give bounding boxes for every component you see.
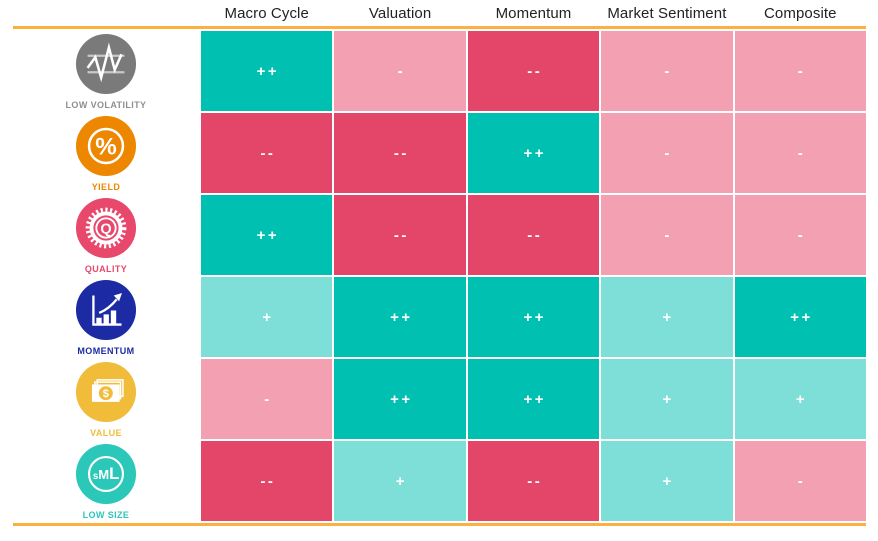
row-label-momentum: MOMENTUM xyxy=(13,277,199,357)
cell-momentum-macro-cycle: + xyxy=(201,277,333,357)
row-label-low-volatility: LOW VOLATILITY xyxy=(13,31,199,111)
row-label-low-size: sML LOW SIZE xyxy=(13,441,199,521)
rating-value: ++ xyxy=(256,62,280,80)
rating-value: + xyxy=(395,472,407,490)
rating-value: ++ xyxy=(523,144,546,162)
row-label-value: $ VALUE xyxy=(13,359,199,439)
cell-value-market-sentiment: + xyxy=(601,359,733,439)
cell-yield-market-sentiment: - xyxy=(601,113,733,193)
rating-value: -- xyxy=(260,144,276,162)
matrix-grid: LOW VOLATILITY ++ - -- - -% YIELD -- -- ++ - - Q QUAL… xyxy=(13,31,866,521)
cell-value-macro-cycle: - xyxy=(201,359,333,439)
svg-text:Q: Q xyxy=(100,221,111,237)
cell-low-volatility-valuation: - xyxy=(334,31,466,111)
rating-value: -- xyxy=(393,144,409,162)
cell-low-size-composite: - xyxy=(734,441,866,521)
cell-low-volatility-composite: - xyxy=(734,31,866,111)
cell-quality-valuation: -- xyxy=(334,195,466,275)
rating-value: - xyxy=(797,144,806,162)
rating-value: ++ xyxy=(256,226,280,244)
percent-icon: % xyxy=(75,115,137,177)
rating-value: - xyxy=(264,390,272,408)
cell-quality-composite: - xyxy=(734,195,866,275)
cell-low-volatility-momentum: -- xyxy=(467,31,600,111)
cell-yield-valuation: -- xyxy=(334,113,466,193)
row-label-text: MOMENTUM xyxy=(77,345,135,356)
rating-value: -- xyxy=(260,472,276,490)
rating-value: ++ xyxy=(523,308,546,326)
rating-value: - xyxy=(797,226,806,244)
volatility-wave-icon xyxy=(75,33,137,95)
rating-value: + xyxy=(795,390,808,408)
cell-yield-composite: - xyxy=(734,113,866,193)
cell-momentum-composite: ++ xyxy=(734,277,866,357)
column-header-valuation: Valuation xyxy=(368,4,432,22)
cell-low-size-market-sentiment: + xyxy=(601,441,733,521)
momentum-chart-icon xyxy=(75,279,137,341)
rating-value: ++ xyxy=(390,390,413,408)
rating-value: - xyxy=(797,62,806,80)
cell-low-volatility-market-sentiment: - xyxy=(601,31,733,111)
rating-value: -- xyxy=(393,226,409,244)
rating-value: - xyxy=(664,144,672,162)
cell-value-momentum: ++ xyxy=(467,359,600,439)
rating-value: -- xyxy=(527,226,543,244)
cell-momentum-momentum: ++ xyxy=(467,277,600,357)
rating-value: ++ xyxy=(390,308,413,326)
cell-low-size-valuation: + xyxy=(334,441,466,521)
cell-low-size-macro-cycle: -- xyxy=(201,441,333,521)
cell-quality-macro-cycle: ++ xyxy=(201,195,333,275)
cell-momentum-market-sentiment: + xyxy=(601,277,733,357)
rating-value: -- xyxy=(527,472,543,490)
rating-value: - xyxy=(397,62,406,80)
rating-value: + xyxy=(662,390,674,408)
column-header-composite: Composite xyxy=(763,4,837,22)
svg-text:$: $ xyxy=(103,388,110,400)
cell-low-size-momentum: -- xyxy=(467,441,600,521)
row-label-text: YIELD xyxy=(91,181,121,192)
row-label-text: QUALITY xyxy=(84,263,128,274)
row-label-text: LOW SIZE xyxy=(82,509,130,520)
column-header-macro-cycle: Macro Cycle xyxy=(224,4,309,22)
cell-value-composite: + xyxy=(734,359,866,439)
banknote-icon: $ xyxy=(75,361,137,423)
cell-yield-macro-cycle: -- xyxy=(201,113,333,193)
row-label-yield: % YIELD xyxy=(13,113,199,193)
rating-value: ++ xyxy=(790,308,813,326)
cell-low-volatility-macro-cycle: ++ xyxy=(201,31,333,111)
rating-value: + xyxy=(262,308,274,326)
quality-seal-icon: Q xyxy=(75,197,137,259)
column-header-row: Macro Cycle Valuation Momentum Market Senti… xyxy=(13,0,866,26)
cell-value-valuation: ++ xyxy=(334,359,466,439)
top-divider-line xyxy=(13,26,866,29)
column-header-market-sentiment: Market Sentiment xyxy=(607,4,727,22)
rating-value: - xyxy=(664,226,672,244)
svg-text:%: % xyxy=(95,133,117,160)
rating-value: + xyxy=(662,308,674,326)
row-label-text: LOW VOLATILITY xyxy=(65,99,147,110)
row-label-quality: Q QUALITY xyxy=(13,195,199,275)
rating-value: -- xyxy=(527,62,543,80)
bottom-divider-line xyxy=(13,523,866,526)
cell-quality-market-sentiment: - xyxy=(601,195,733,275)
size-sml-icon: sML xyxy=(75,443,137,505)
svg-text:sML: sML xyxy=(93,464,119,482)
rating-value: + xyxy=(662,472,674,490)
column-header-momentum: Momentum xyxy=(495,4,572,22)
cell-momentum-valuation: ++ xyxy=(334,277,466,357)
rating-value: ++ xyxy=(523,390,546,408)
rating-value: - xyxy=(797,472,806,490)
cell-yield-momentum: ++ xyxy=(467,113,600,193)
row-label-text: VALUE xyxy=(90,427,122,438)
rating-value: - xyxy=(664,62,672,80)
cell-quality-momentum: -- xyxy=(467,195,600,275)
